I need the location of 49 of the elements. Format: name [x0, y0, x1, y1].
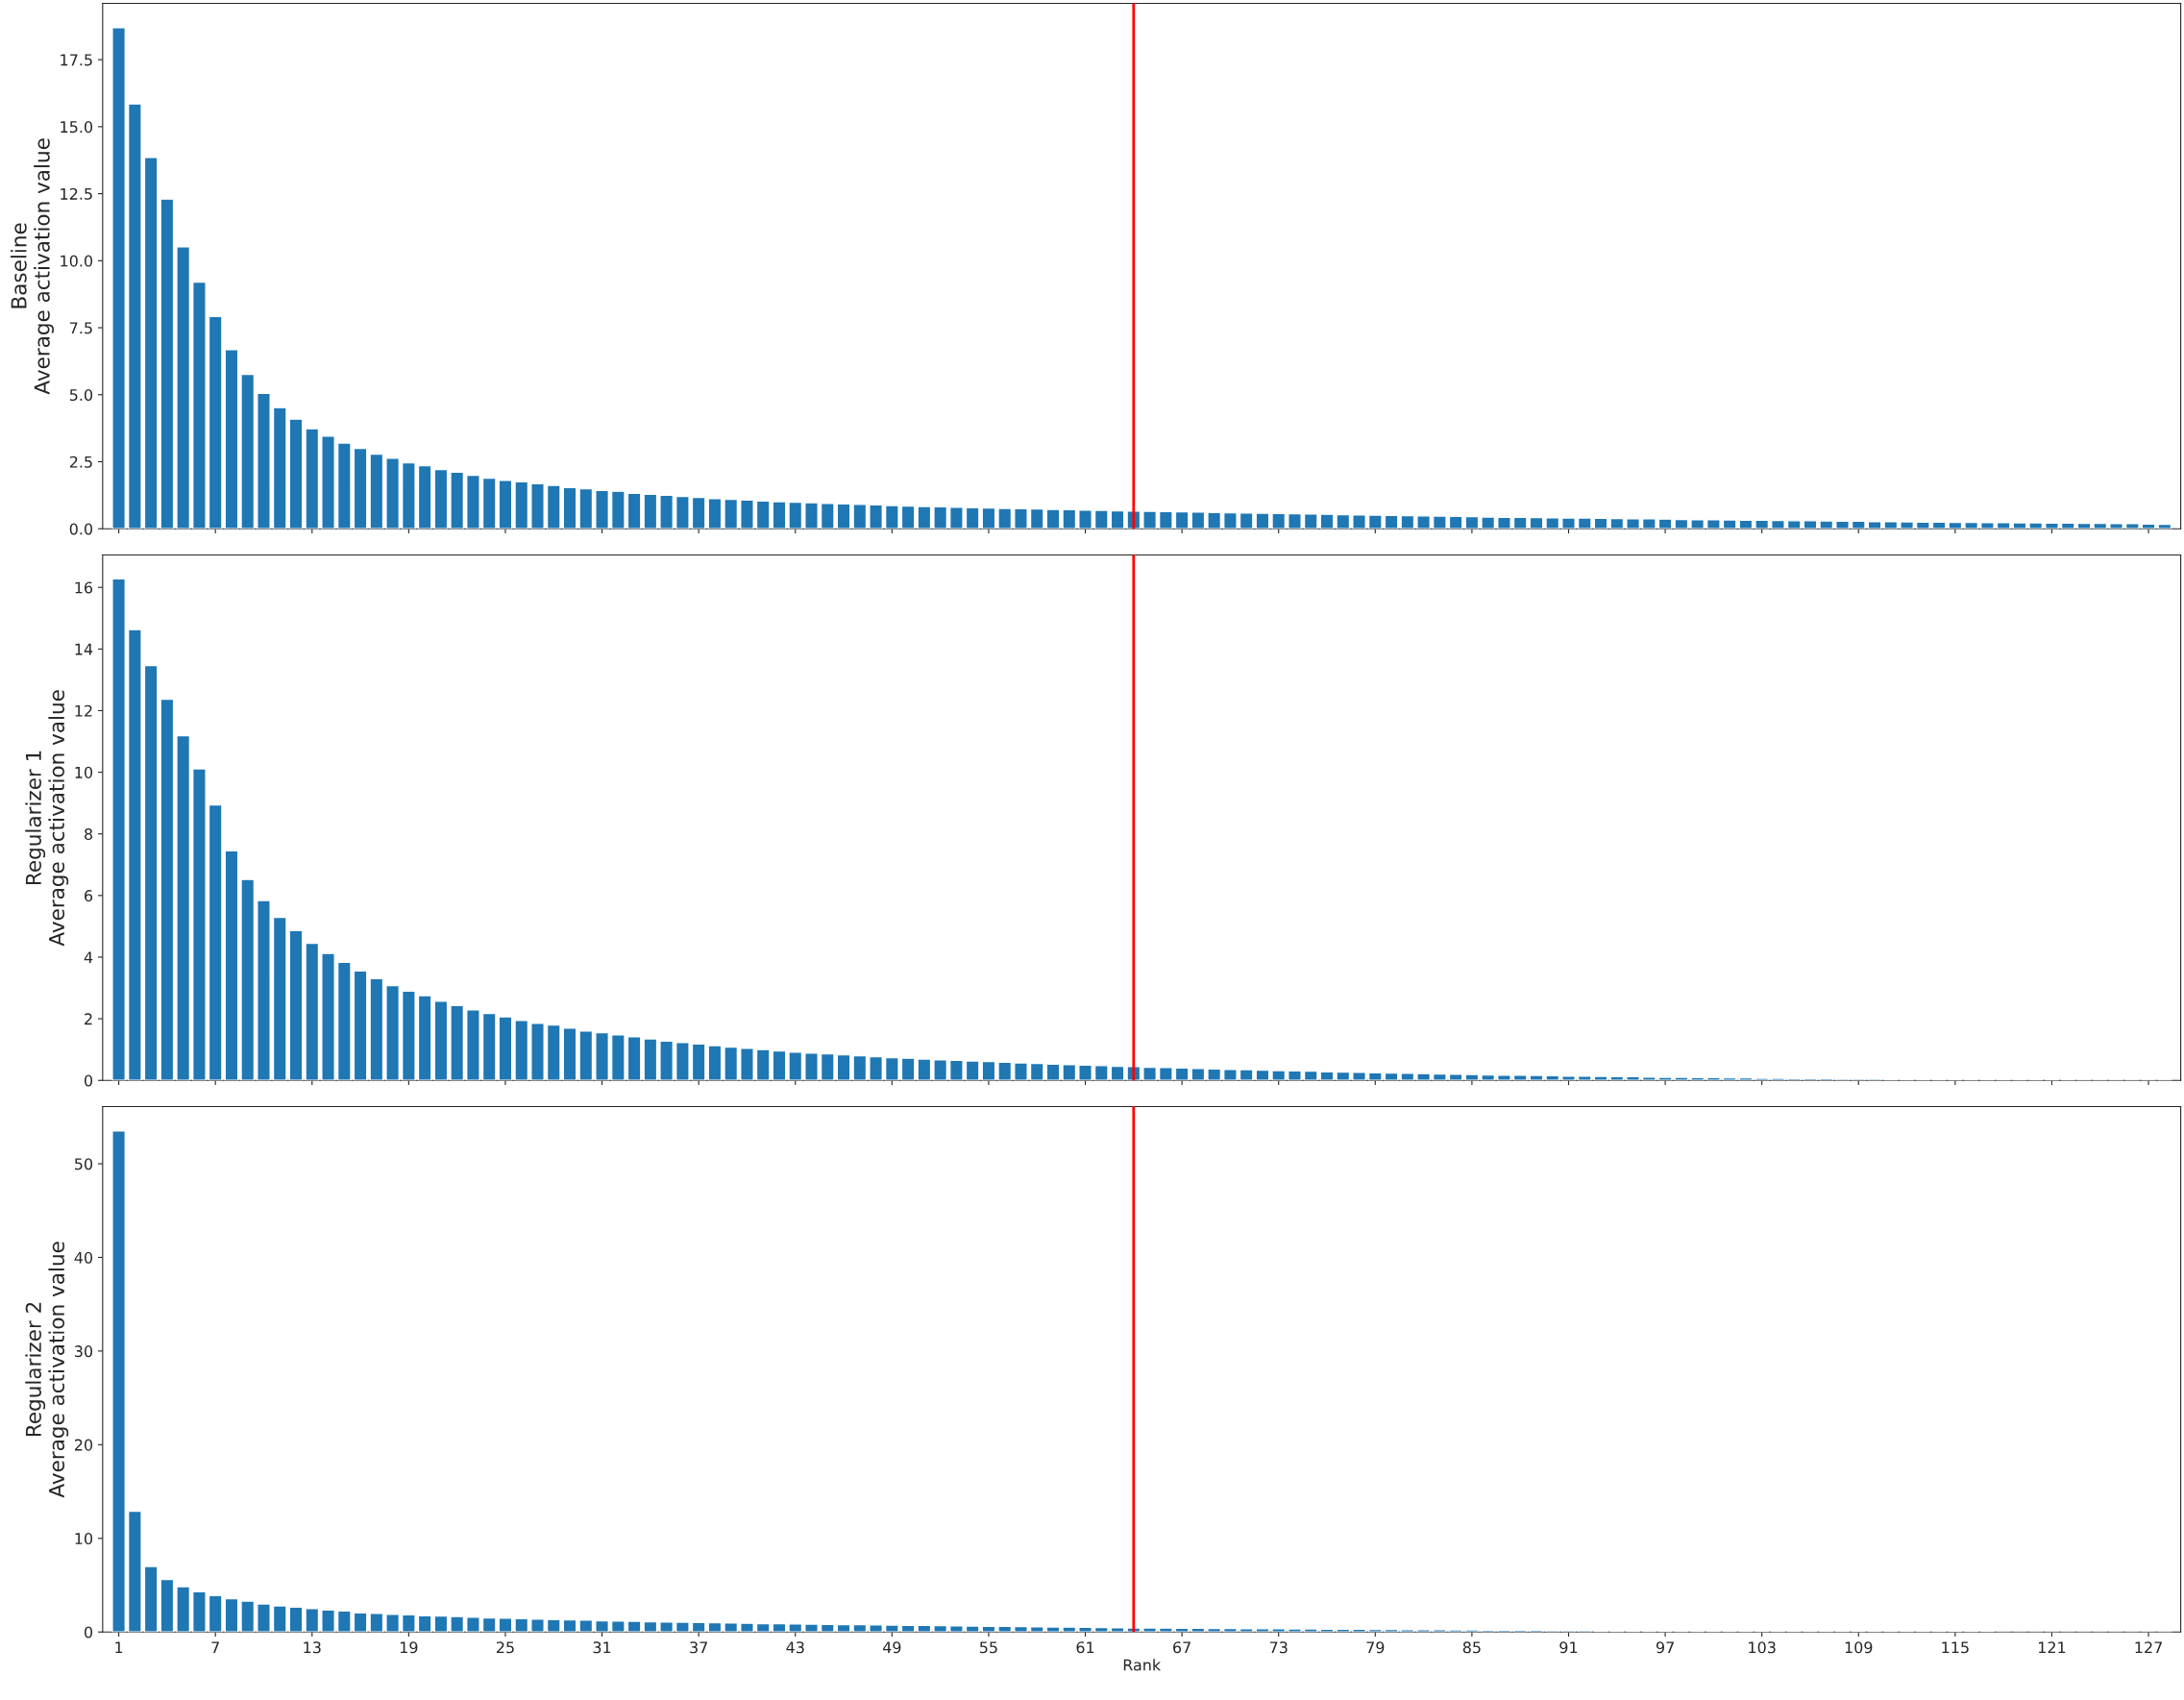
y-tick-label: 17.5	[61, 54, 92, 66]
x-tick-label: 79	[1366, 1641, 1385, 1654]
x-tick-label: 25	[496, 1641, 514, 1654]
y-tick-label: 7.5	[70, 322, 92, 334]
x-tick-label: 7	[211, 1641, 219, 1654]
x-tick-label: 97	[1656, 1641, 1674, 1654]
x-tick-label: 13	[304, 1641, 321, 1654]
x-tick-label: 55	[980, 1641, 997, 1654]
y-tick-label: 0	[85, 1074, 93, 1087]
y-tick-label: 4	[84, 951, 93, 964]
y-tick-label: 16	[75, 581, 93, 594]
x-tick-label: 103	[1749, 1641, 1776, 1654]
x-tick-label: 43	[786, 1641, 804, 1654]
y-tick-label: 10.0	[61, 255, 93, 267]
x-tick-label: 19	[400, 1641, 418, 1654]
y-tick-label: 20	[74, 1439, 93, 1451]
y-tick-label: 10	[75, 1533, 93, 1545]
y-tick-label: 12	[75, 704, 92, 717]
x-tick-label: 37	[690, 1641, 707, 1654]
x-tick-label: 73	[1269, 1641, 1288, 1654]
x-tick-label: 115	[1942, 1641, 1969, 1654]
y-tick-label: 8	[85, 827, 93, 841]
y-tick-label: 5.0	[69, 388, 93, 402]
y-tick-label: 6	[85, 890, 93, 902]
y-tick-label: 30	[75, 1345, 93, 1358]
x-axis-title: Rank	[1123, 1659, 1162, 1671]
y-tick-label: 12.5	[61, 187, 92, 200]
y-axis-title: Regularizer 1 Average activation value	[25, 690, 69, 947]
x-tick-label: 61	[1076, 1641, 1094, 1654]
y-tick-label: 14	[75, 643, 93, 655]
x-tick-label: 85	[1462, 1641, 1481, 1654]
y-tick-label: 15.0	[61, 121, 93, 134]
x-tick-label: 67	[1173, 1641, 1190, 1654]
y-axis-title: Baseline Average activation value	[11, 138, 54, 395]
y-tick-label: 2	[85, 1013, 92, 1025]
x-tick-label: 121	[2038, 1641, 2066, 1654]
y-tick-label: 50	[75, 1158, 93, 1170]
x-tick-label: 127	[2135, 1641, 2162, 1654]
y-tick-label: 0	[85, 1626, 93, 1638]
y-tick-label: 0.0	[69, 523, 93, 535]
x-tick-label: 49	[882, 1641, 901, 1654]
y-axis-title: Regularizer 2 Average activation value	[25, 1242, 69, 1498]
x-tick-label: 91	[1559, 1641, 1578, 1654]
y-tick-label: 10	[75, 766, 93, 778]
y-tick-label: 40	[74, 1251, 93, 1264]
x-tick-label: 109	[1845, 1641, 1873, 1654]
x-tick-label: 1	[115, 1641, 123, 1654]
x-tick-label: 31	[593, 1641, 611, 1654]
y-tick-label: 2.5	[69, 456, 92, 468]
